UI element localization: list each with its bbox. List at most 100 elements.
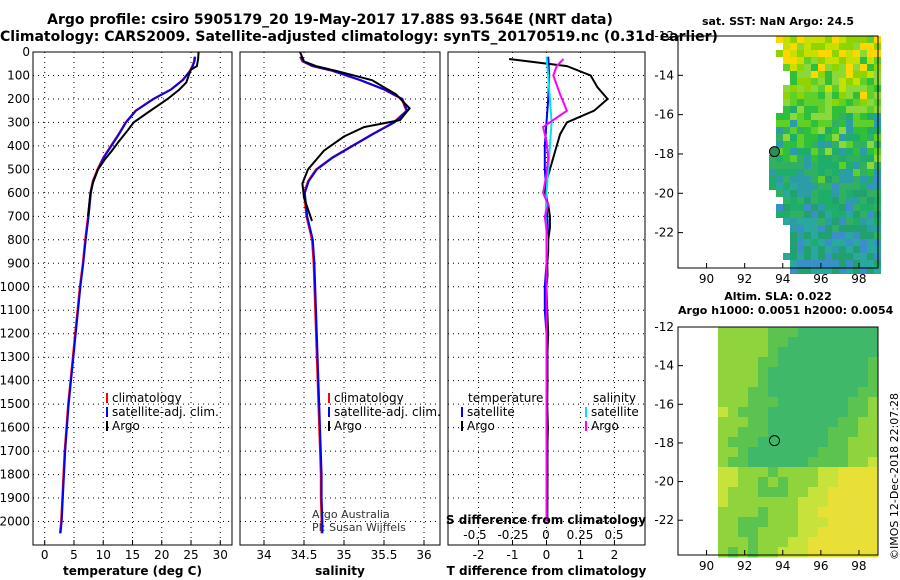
secondary-x-tick: 0.25: [567, 528, 594, 542]
legend-label: satellite-adj. clim.: [334, 405, 441, 419]
legend-label: Argo: [467, 419, 495, 433]
sst-map-title: sat. SST: NaN Argo: 24.5: [701, 15, 855, 28]
page-title: Argo profile: csiro 5905179_20 19-May-20…: [47, 12, 613, 28]
map-3-field: [769, 36, 881, 274]
map-y-tick-label: -20: [654, 186, 674, 200]
series-2-1: [508, 58, 610, 522]
map-y-tick-label: -12: [654, 29, 674, 43]
series-2-3: [541, 58, 569, 522]
panel-frame-1: [239, 51, 441, 546]
x-tick-label: 10: [96, 548, 111, 562]
map-y-tick-label: -18: [654, 436, 674, 450]
map-x-tick-label: 96: [813, 272, 828, 286]
map-y-tick-label: -16: [654, 108, 674, 122]
x-tick-label: 1: [577, 548, 585, 562]
legend-label: satellite: [591, 405, 639, 419]
legend-label: Argo: [334, 419, 362, 433]
y-tick-label: 2000: [0, 515, 30, 529]
legend-label: Argo: [112, 419, 140, 433]
map-x-tick-label: 98: [851, 559, 866, 573]
x-tick-label: 25: [183, 548, 198, 562]
x-tick-label: 36: [416, 548, 431, 562]
y-tick-label: 1400: [0, 374, 30, 388]
legend-label: climatology: [112, 391, 182, 405]
map-x-tick-label: 96: [813, 559, 828, 573]
map-x-tick-label: 92: [737, 272, 752, 286]
imos-stamp: ©IMOS 12-Dec-2018 22:07:28: [888, 393, 900, 560]
secondary-x-tick: -0.5: [463, 528, 486, 542]
sla-map-title: Altim. SLA: 0.022: [724, 290, 832, 303]
x-axis-label: salinity: [315, 564, 365, 578]
argo-position-marker: [768, 435, 780, 447]
map-3-frame: [677, 35, 879, 269]
y-tick-label: 1900: [0, 491, 30, 505]
x-tick-label: -2: [473, 548, 485, 562]
secondary-x-label: S difference from climatology: [446, 513, 646, 527]
x-tick-label: 15: [125, 548, 140, 562]
y-tick-label: 600: [7, 186, 30, 200]
annotation-pi: PI: Susan Wijffels: [312, 521, 406, 534]
series-1-1: [299, 56, 409, 534]
sla-map-subtitle: Argo h1000: 0.0051 h2000: 0.0054: [678, 304, 894, 317]
argo-position-marker: [768, 146, 780, 158]
map-x-tick-label: 92: [737, 559, 752, 573]
x-tick-label: 34.5: [291, 548, 318, 562]
x-tick-label: 20: [154, 548, 169, 562]
map-x-tick-label: 98: [851, 272, 866, 286]
legend-salinity-header: salinity: [593, 391, 636, 405]
legend-label: Argo: [591, 419, 619, 433]
map-y-tick-label: -12: [654, 320, 674, 334]
secondary-x-tick: 0: [542, 528, 550, 542]
y-tick-label: 900: [7, 256, 30, 270]
x-tick-label: 30: [213, 548, 228, 562]
page-subtitle: Climatology: CARS2009. Satellite-adjuste…: [0, 29, 718, 45]
x-axis-label: T difference from climatology: [447, 564, 647, 578]
y-tick-label: 1800: [0, 468, 30, 482]
y-tick-label: 1500: [0, 397, 30, 411]
legend-label: climatology: [334, 391, 404, 405]
y-tick-label: 1600: [0, 421, 30, 435]
x-tick-label: 2: [611, 548, 619, 562]
y-tick-label: 300: [7, 115, 30, 129]
y-tick-label: 200: [7, 92, 30, 106]
x-tick-label: 35.5: [371, 548, 398, 562]
y-tick-label: 700: [7, 209, 30, 223]
x-tick-label: 5: [70, 548, 78, 562]
y-tick-label: 1300: [0, 350, 30, 364]
map-y-tick-label: -22: [654, 226, 674, 240]
y-tick-label: 1200: [0, 327, 30, 341]
x-tick-label: 0: [41, 548, 49, 562]
map-x-tick-label: 94: [775, 272, 790, 286]
legend-temperature-header: temperature: [468, 391, 543, 405]
x-axis-label: temperature (deg C): [63, 564, 202, 578]
map-y-tick-label: -14: [654, 359, 674, 373]
x-tick-label: 34: [256, 548, 271, 562]
series-1-2: [299, 51, 411, 222]
map-y-tick-label: -22: [654, 513, 674, 527]
map-x-tick-label: 90: [699, 559, 714, 573]
annotation-argo-australia: Argo Australia: [312, 508, 390, 521]
map-y-tick-label: -18: [654, 147, 674, 161]
map-y-tick-label: -16: [654, 397, 674, 411]
x-tick-label: 35: [336, 548, 351, 562]
map-x-tick-label: 90: [699, 272, 714, 286]
secondary-x-tick: 0.5: [604, 528, 623, 542]
x-tick-label: -1: [507, 548, 519, 562]
y-tick-label: 1100: [0, 303, 30, 317]
y-tick-label: 0: [22, 45, 30, 59]
map-y-tick-label: -14: [654, 68, 674, 82]
legend-label: satellite-adj. clim.: [112, 405, 219, 419]
map-x-tick-label: 94: [775, 559, 790, 573]
secondary-x-tick: -0.25: [497, 528, 528, 542]
map-4-field: [718, 327, 879, 558]
map-y-tick-label: -20: [654, 475, 674, 489]
x-tick-label: 0: [543, 548, 551, 562]
y-tick-label: 500: [7, 162, 30, 176]
series-0-1: [59, 56, 197, 534]
y-tick-label: 400: [7, 139, 30, 153]
y-tick-label: 1000: [0, 280, 30, 294]
legend-label: satellite: [467, 405, 515, 419]
map-4-frame: [677, 326, 879, 556]
y-tick-label: 800: [7, 233, 30, 247]
